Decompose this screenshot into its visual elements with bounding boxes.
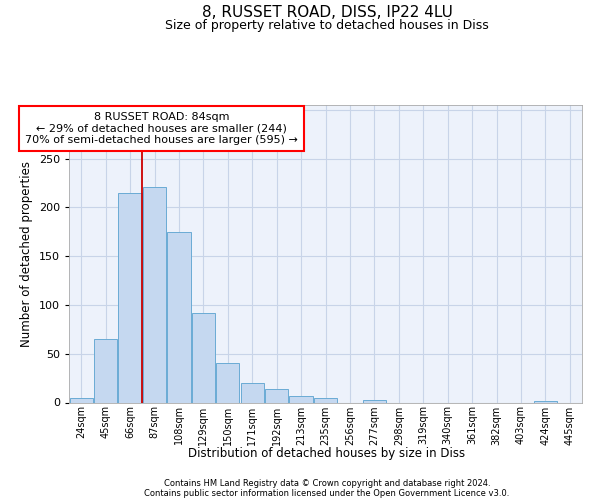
Bar xyxy=(289,396,313,402)
Text: Distribution of detached houses by size in Diss: Distribution of detached houses by size … xyxy=(188,448,466,460)
Text: 8, RUSSET ROAD, DISS, IP22 4LU: 8, RUSSET ROAD, DISS, IP22 4LU xyxy=(202,5,452,20)
Bar xyxy=(241,383,264,402)
Bar xyxy=(118,193,142,402)
Bar xyxy=(216,364,239,403)
Bar xyxy=(143,187,166,402)
Bar xyxy=(192,313,215,402)
Text: Contains HM Land Registry data © Crown copyright and database right 2024.: Contains HM Land Registry data © Crown c… xyxy=(164,479,490,488)
Text: Size of property relative to detached houses in Diss: Size of property relative to detached ho… xyxy=(165,18,489,32)
Text: Contains public sector information licensed under the Open Government Licence v3: Contains public sector information licen… xyxy=(145,489,509,498)
Bar xyxy=(167,232,191,402)
Bar xyxy=(265,389,288,402)
Bar xyxy=(534,400,557,402)
Bar xyxy=(94,339,117,402)
Bar xyxy=(70,398,93,402)
Bar xyxy=(314,398,337,402)
Bar xyxy=(363,400,386,402)
Text: 8 RUSSET ROAD: 84sqm
← 29% of detached houses are smaller (244)
70% of semi-deta: 8 RUSSET ROAD: 84sqm ← 29% of detached h… xyxy=(25,112,298,145)
Y-axis label: Number of detached properties: Number of detached properties xyxy=(20,161,33,347)
